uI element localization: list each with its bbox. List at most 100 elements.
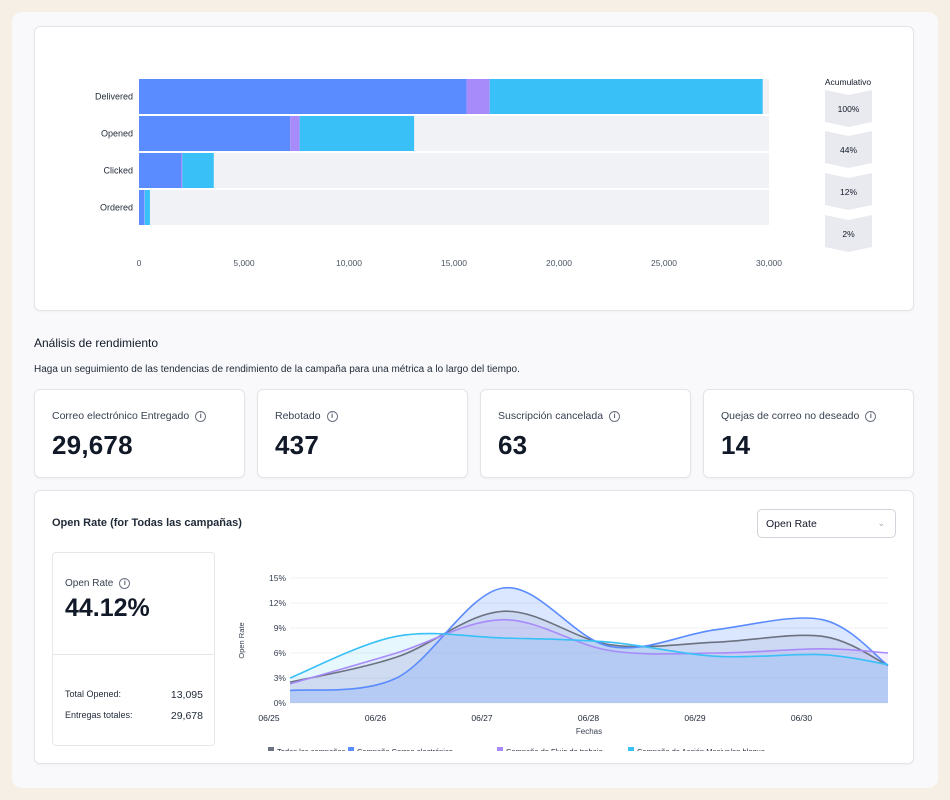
funnel-bar-segment [489, 79, 763, 114]
legend-label: Campaña de Flujo de trabajo [506, 747, 603, 751]
funnel-bar-segment [299, 116, 415, 151]
total-opened-label: Total Opened: [65, 689, 122, 699]
open-rate-trend-card: Open Rate (for Todas las campañas) Open … [34, 490, 914, 764]
divider [53, 654, 214, 655]
legend-item: Campaña de Acción Masivo/en bloque [628, 747, 765, 751]
page-background: Delivered Opened Clicked Ordered 0 5,000 10,00… [12, 12, 938, 788]
chevron-down-icon: ⌄ [877, 518, 885, 528]
metric-select[interactable]: Open Rate ⌄ [757, 509, 896, 538]
funnel-bar-segment [139, 190, 145, 225]
stat-value: 29,678 [52, 430, 133, 460]
series-area [290, 633, 888, 703]
funnel-bar-segment [139, 116, 291, 151]
cumulative-badge-value: 2% [842, 229, 855, 239]
funnel-axis-tick: 5,000 [233, 258, 255, 268]
x-tick-label: 06/25 [258, 713, 280, 723]
y-tick-label: 3% [274, 673, 287, 683]
funnel-bar-segment [290, 116, 300, 151]
funnel-bar-segment [181, 153, 183, 188]
x-tick-label: 06/29 [684, 713, 706, 723]
series-line [289, 610, 889, 683]
stat-value: 14 [721, 430, 751, 460]
stat-card-unsubscribed: Suscripción cancelada i 63 [480, 389, 691, 478]
legend-item: Campaña Correo electrónico [348, 747, 453, 751]
info-icon[interactable]: i [119, 578, 131, 589]
x-tick-label: 06/30 [791, 713, 813, 723]
funnel-bar-background [139, 190, 769, 225]
total-opened-value: 13,095 [170, 689, 203, 701]
open-rate-line-chart: 0% 3% 6% 9% 12% 15% Open Rate 06/25 06/26 06/27 06… [237, 573, 889, 751]
legend-item: Campaña de Flujo de trabajo [497, 747, 603, 751]
funnel-bar-segment [144, 190, 150, 225]
funnel-axis-tick: 10,000 [336, 258, 362, 268]
info-icon[interactable]: i [195, 410, 207, 422]
funnel-stage-label: Clicked [103, 166, 133, 176]
total-deliveries-value: 29,678 [170, 710, 203, 722]
legend-label: Todas las campañas [277, 747, 346, 751]
performance-subtitle: Haga un seguimiento de las tendencias de… [34, 364, 520, 375]
y-tick-label: 9% [274, 623, 287, 633]
cumulative-badge-value: 44% [840, 145, 857, 155]
cumulative-badge-value: 100% [838, 104, 860, 114]
stat-label: Suscripción cancelada [498, 410, 604, 422]
total-deliveries-row: Entregas totales: 29,678 [65, 710, 203, 722]
cumulative-title: Acumulativo [825, 77, 872, 87]
performance-title: Análisis de rendimiento [34, 336, 159, 350]
stat-card-delivered: Correo electrónico Entregado i 29,678 [34, 389, 245, 478]
funnel-axis-tick: 25,000 [651, 258, 677, 268]
stat-value: 63 [498, 430, 528, 460]
funnel-stage-label: Ordered [100, 203, 133, 213]
cumulative-badge [825, 90, 872, 127]
cumulative-badge [825, 131, 872, 168]
x-tick-label: 06/27 [471, 713, 493, 723]
x-axis-label: Fechas [576, 727, 602, 736]
trend-title: Open Rate (for Todas las campañas) [52, 517, 242, 529]
info-icon[interactable]: i [609, 410, 621, 422]
funnel-axis-tick: 20,000 [546, 258, 572, 268]
stat-label: Quejas de correo no deseado [721, 410, 860, 422]
legend-swatch [628, 747, 634, 751]
rate-value: 44.12% [65, 594, 150, 622]
total-deliveries-label: Entregas totales: [65, 710, 133, 720]
legend-item: Todas las campañas [268, 747, 346, 751]
funnel-bar-segment [139, 153, 181, 188]
open-rate-summary: Open Rate i 44.12% Total Opened: 13,095 E… [52, 552, 215, 746]
legend-swatch [497, 747, 503, 751]
cumulative-badge-value: 12% [840, 187, 857, 197]
cumulative-badge [825, 173, 872, 210]
funnel-bar-segment [466, 79, 490, 114]
series-line [289, 632, 889, 679]
funnel-chart-card: Delivered Opened Clicked Ordered 0 5,000 10,00… [34, 26, 914, 311]
stat-label: Correo electrónico Entregado [52, 410, 190, 422]
cumulative-badge [825, 215, 872, 252]
y-tick-label: 0% [274, 698, 287, 708]
x-tick-label: 06/26 [365, 713, 387, 723]
legend-label: Campaña Correo electrónico [357, 747, 453, 751]
metric-select-value: Open Rate [766, 518, 817, 530]
stat-card-spam-complaints: Quejas de correo no deseado i 14 [703, 389, 914, 478]
info-icon[interactable]: i [326, 410, 338, 422]
funnel-axis-tick: 15,000 [441, 258, 467, 268]
funnel-axis-tick: 30,000 [756, 258, 782, 268]
funnel-stage-label: Opened [101, 129, 133, 139]
legend-swatch [268, 747, 274, 751]
funnel-bar-segment [139, 79, 467, 114]
x-tick-label: 06/28 [578, 713, 600, 723]
funnel-bar-segment [182, 153, 214, 188]
funnel-axis-tick: 0 [137, 258, 142, 268]
stat-value: 437 [275, 430, 319, 460]
rate-label: Open Rate [65, 578, 114, 589]
funnel-stage-label: Delivered [95, 92, 133, 102]
legend-label: Campaña de Acción Masivo/en bloque [637, 747, 765, 751]
funnel-bar-background [139, 153, 769, 188]
series-line [289, 618, 889, 685]
total-opened-row: Total Opened: 13,095 [65, 689, 203, 701]
y-axis-label: Open Rate [237, 622, 246, 658]
info-icon[interactable]: i [865, 410, 877, 422]
stat-label: Rebotado [275, 410, 321, 422]
y-tick-label: 6% [274, 648, 287, 658]
y-tick-label: 12% [269, 598, 286, 608]
series-area [290, 611, 888, 703]
y-tick-label: 15% [269, 573, 286, 583]
funnel-chart: Delivered Opened Clicked Ordered 0 5,000 10,00… [95, 77, 872, 268]
